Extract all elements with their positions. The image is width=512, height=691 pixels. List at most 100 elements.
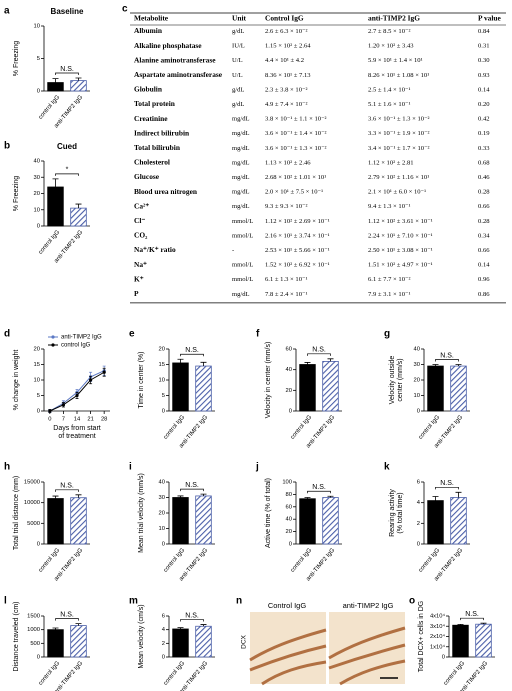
y-tick-label: 20 [159,511,165,517]
point [61,403,66,407]
bar [299,364,316,412]
y-tick-label: 0 [162,409,165,415]
x-tick-label: control IgG [443,660,467,687]
y-tick-label: 10000 [24,500,40,506]
y-axis-label: Time in center (%) [138,352,145,409]
table-cell: mg/dL [232,159,250,166]
table-cell: 0.20 [478,101,490,108]
y-axis-label: (% total time) [397,492,404,533]
y-tick-label: 10 [34,24,40,30]
panel-letter: f [256,329,260,340]
table-cell: 6.1 ± 7.7 × 10⁻² [368,276,410,283]
metabolite: Cholesterol [134,158,170,167]
legend-marker [51,335,55,339]
significance-label: N.S. [465,611,479,618]
bar [195,495,212,545]
table-cell: g/dL [232,28,244,35]
y-axis-label: % Freezing [13,41,20,77]
metabolite: Blood urea nitrogen [134,187,197,196]
y-tick-label: 4x10⁴ [430,613,446,620]
x-tick-label: 28 [101,417,107,423]
error-bar [304,497,311,499]
error-bar [304,362,311,365]
y-tick-label: 6 [417,480,420,486]
significance-label: N.S. [60,66,74,73]
histology-panel: n Control IgG anti-TIMP2 IgG DCX [236,596,406,686]
bar [427,500,444,545]
table-cell: 3.8 × 10⁻¹ ± 1.1 × 10⁻² [265,116,327,123]
table-cell: mg/dL [232,203,250,210]
chart-panel: d % change in weight 0 5 10 15 20 0 7 14 21 28Days … [4,329,110,440]
table-cell: 2.68 × 10² ± 1.01 × 10¹ [265,174,326,181]
table-cell: 3.4 × 10⁻¹ ± 1.7 × 10⁻² [368,145,430,152]
y-tick-label: 0 [37,409,40,415]
bar [322,497,339,545]
table-cell: mg/dL [232,174,250,181]
y-tick-label: 1x10⁴ [430,643,446,650]
error-bar [327,358,334,362]
significance-bracket [307,490,331,494]
metabolite: Aspartate aminotransferase [134,70,223,79]
y-tick-label: 40 [34,159,40,165]
y-tick-label: 5000 [27,521,40,527]
error-bar [177,495,184,498]
y-tick-label: 20 [159,347,165,353]
panel-letter: c [122,4,128,15]
y-tick-label: 2x10⁴ [430,633,446,640]
metabolite: Na⁺/K⁺ ratio [134,245,176,254]
table-cell: 2.3 ± 3.8 × 10⁻² [265,86,307,93]
metabolite: Glucose [134,172,160,181]
table-cell: 6.1 ± 1.3 × 10⁻¹ [265,276,307,283]
metabolite: Na⁺ [134,260,147,269]
table-cell: IU/L [232,43,245,50]
table-cell: mmol/L [232,276,253,283]
error-bar [200,493,207,496]
panel-letter: j [255,462,259,473]
y-tick-label: 0 [37,542,40,548]
error-bar [200,361,207,367]
table-cell: 0.34 [478,232,490,239]
bar [195,625,212,658]
y-tick-label: 0 [289,409,292,415]
x-tick-label: control IgG [38,229,62,256]
bar [172,628,189,658]
error-bar [177,358,184,363]
y-tick-label: 5 [37,56,40,62]
error-bar [457,624,464,626]
significance-label: N.S. [440,480,454,487]
table-cell: 0.30 [478,57,490,64]
table-cell: 2.7 ± 8.5 × 10⁻² [368,28,410,35]
error-bar [432,496,439,501]
error-bar [52,178,59,187]
chart-panel: g Velocity outside center (mm/s) 0 10 20 30 40 c… [384,329,470,449]
table-header: Control IgG [265,14,304,23]
metabolite: Cl⁻ [134,216,145,225]
legend-label: anti-TIMP2 IgG [61,335,102,341]
y-tick-label: 4 [162,627,166,633]
significance-label: N.S. [312,484,326,491]
x-tick-label: control IgG [290,414,314,441]
table-cell: 3.6 × 10⁻¹ ± 1.3 × 10⁻² [368,116,430,123]
y-axis-label: center (mm/s) [397,358,404,401]
chart-panel: l Distance traveled (cm) 0 500 1000 1500 contr… [4,596,90,691]
x-tick-label: control IgG [418,414,442,441]
table-cell: U/L [232,57,243,64]
panel-letter: h [4,462,10,473]
y-tick-label: 20 [414,378,420,384]
x-tick-label: 0 [48,417,51,423]
x-tick-label: control IgG [163,660,187,687]
bar [450,497,467,545]
bar [47,498,64,545]
stain-label: DCX [241,634,248,648]
y-axis-label: Mean velocity (cm/s) [138,604,145,668]
metabolite: Albumin [134,26,162,35]
table-cell: 4.4 × 10¹ ± 4.2 [265,57,304,64]
panel-letter: g [384,329,390,340]
x-tick-label: 7 [62,417,65,423]
panel-letter: m [129,596,138,607]
point [102,370,106,374]
x-tick-label: control IgG [38,94,62,121]
chart-panel: j Active time (% of total) 0 20 40 60 80 100 con… [255,462,342,582]
table-header: P value [478,14,502,23]
